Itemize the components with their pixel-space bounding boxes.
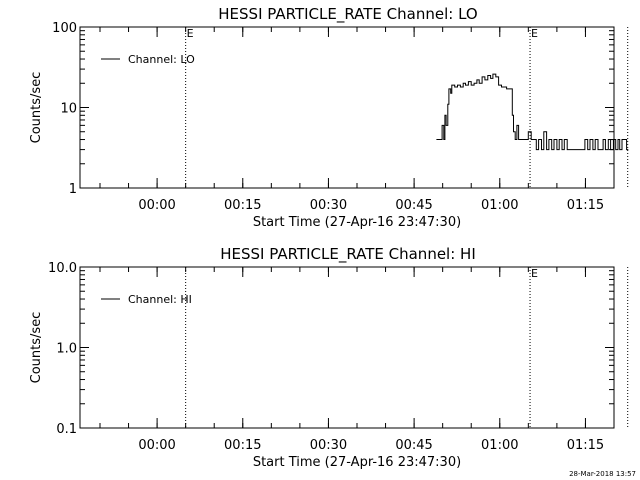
chart-title: HESSI PARTICLE_RATE Channel: LO — [218, 5, 477, 24]
x-tick-label: 00:15 — [224, 198, 261, 213]
y-tick-label: 1 — [69, 182, 77, 197]
x-tick-label: 01:15 — [567, 438, 604, 453]
y-axis-label: Counts/sec — [29, 312, 44, 384]
x-tick-label: 00:15 — [224, 438, 261, 453]
x-tick-label: 01:00 — [481, 198, 518, 213]
plot-frame — [79, 26, 615, 189]
x-tick-label: 00:45 — [395, 198, 432, 213]
y-tick-label: 100 — [52, 21, 77, 36]
series-line — [436, 73, 629, 151]
lo-channel-panel: HESSI PARTICLE_RATE Channel: LO 1 10 100 00:… — [29, 5, 629, 230]
plot-frame — [79, 266, 615, 429]
event-marker-label: E — [531, 267, 538, 280]
event-marker-label: E — [187, 27, 194, 40]
hi-channel-panel: HESSI PARTICLE_RATE Channel: HI 0.1 1.0 10.… — [29, 245, 629, 470]
chart-title: HESSI PARTICLE_RATE Channel: HI — [220, 245, 476, 264]
x-axis-label: Start Time (27-Apr-16 23:47:30) — [253, 215, 461, 230]
x-tick-label: 01:00 — [481, 438, 518, 453]
x-axis-label: Start Time (27-Apr-16 23:47:30) — [253, 455, 461, 470]
x-tick-label: 00:00 — [138, 198, 175, 213]
y-tick-label: 10 — [60, 102, 77, 117]
legend-entry: Channel: LO — [128, 53, 195, 66]
x-tick-label: 00:30 — [310, 438, 347, 453]
y-axis-label: Counts/sec — [29, 72, 44, 144]
y-tick-label: 1.0 — [56, 342, 77, 357]
event-marker-label: E — [531, 27, 538, 40]
y-tick-label: 10.0 — [48, 261, 77, 276]
generation-timestamp: 28-Mar-2018 13:57 — [569, 470, 636, 478]
y-tick-label: 0.1 — [56, 422, 77, 437]
x-tick-label: 00:00 — [138, 438, 175, 453]
x-tick-label: 01:15 — [567, 198, 604, 213]
x-tick-label: 00:45 — [395, 438, 432, 453]
x-tick-label: 00:30 — [310, 198, 347, 213]
legend-entry: Channel: HI — [128, 293, 192, 306]
